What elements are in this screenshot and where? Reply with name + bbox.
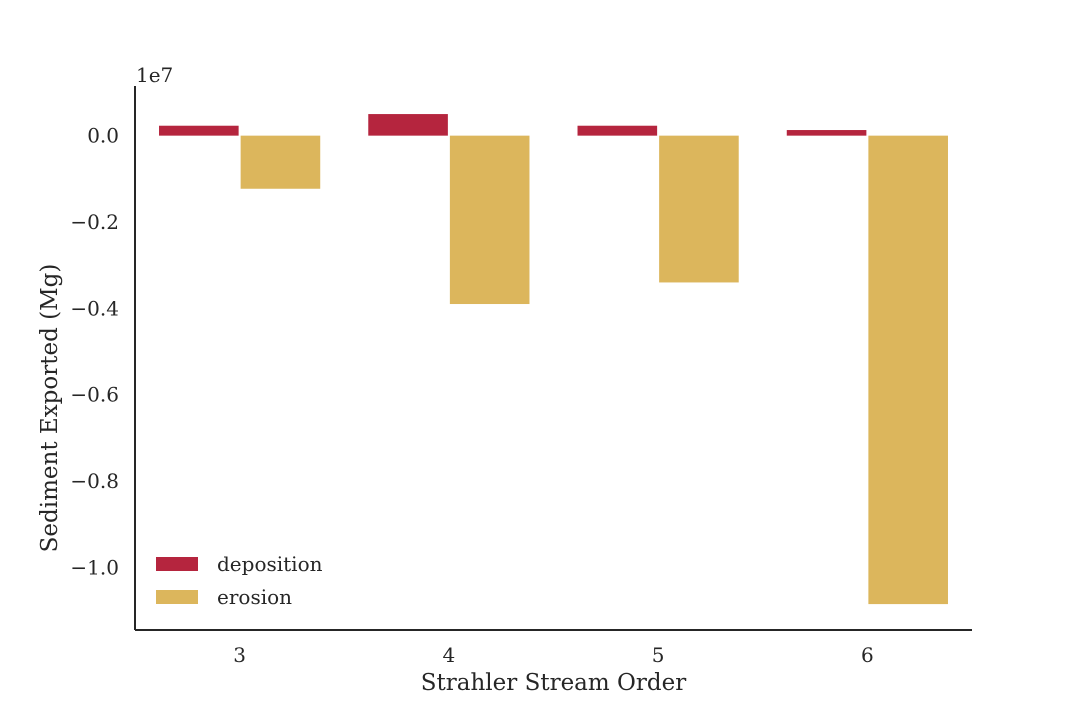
x-axis-title: Strahler Stream Order xyxy=(421,670,686,696)
legend-label-deposition: deposition xyxy=(217,552,323,576)
bar-erosion-3 xyxy=(240,135,321,189)
y-tick-label: −0.2 xyxy=(70,210,119,234)
y-axis-offset-label: 1e7 xyxy=(136,63,173,87)
x-tick-label: 3 xyxy=(233,643,246,667)
bar-erosion-4 xyxy=(449,135,530,305)
bar-deposition-5 xyxy=(577,125,658,136)
y-tick-label: −0.8 xyxy=(70,469,119,493)
legend: deposition erosion xyxy=(156,552,323,609)
bars-layer xyxy=(159,114,948,605)
y-tick-label: −0.6 xyxy=(70,383,119,407)
y-tick-label: 0.0 xyxy=(87,124,119,148)
y-axis-title: Sediment Exported (Mg) xyxy=(37,264,63,553)
y-tick-label: −0.4 xyxy=(70,296,119,320)
x-ticks: 3 4 5 6 xyxy=(233,643,873,667)
bar-deposition-3 xyxy=(159,125,239,136)
bar-erosion-5 xyxy=(659,135,739,283)
y-ticks: 0.0 −0.2 −0.4 −0.6 −0.8 −1.0 xyxy=(70,124,119,580)
y-tick-label: −1.0 xyxy=(70,555,119,579)
x-tick-label: 5 xyxy=(652,643,665,667)
bar-deposition-6 xyxy=(786,130,867,136)
legend-label-erosion: erosion xyxy=(217,585,292,609)
x-tick-label: 4 xyxy=(443,643,456,667)
legend-swatch-erosion xyxy=(156,590,198,604)
bar-deposition-4 xyxy=(368,114,448,136)
x-tick-label: 6 xyxy=(861,643,874,667)
bar-erosion-6 xyxy=(868,135,948,605)
legend-swatch-deposition xyxy=(156,557,198,571)
